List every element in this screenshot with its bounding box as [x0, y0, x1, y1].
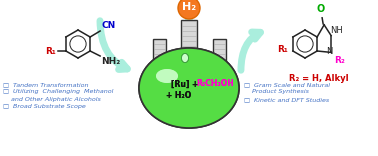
Text: [Ru] +: [Ru] +	[171, 80, 201, 88]
Ellipse shape	[181, 54, 189, 63]
Text: + H₂O: + H₂O	[166, 92, 192, 100]
Text: + H₂O: + H₂O	[166, 92, 192, 100]
FancyBboxPatch shape	[152, 39, 166, 63]
Ellipse shape	[139, 48, 239, 128]
Text: R₂ = H, Alkyl: R₂ = H, Alkyl	[289, 74, 349, 83]
Text: R₁: R₁	[45, 46, 56, 56]
Ellipse shape	[139, 48, 239, 128]
Circle shape	[178, 0, 200, 19]
Ellipse shape	[156, 69, 178, 83]
Text: [Ru] +: [Ru] +	[171, 80, 201, 88]
Ellipse shape	[156, 69, 178, 83]
FancyBboxPatch shape	[181, 20, 197, 50]
Text: NH: NH	[331, 26, 343, 35]
Text: H₂: H₂	[182, 2, 196, 12]
Text: R₂CH₂OH: R₂CH₂OH	[196, 80, 234, 88]
Text: □  Gram Scale and Natural
    Product Synthesis
□  Kinetic and DFT Studies: □ Gram Scale and Natural Product Synthes…	[244, 82, 330, 102]
Text: □  Tandem Transformation
□  Utilizing  Challenging  Methanol
    and Other Aliph: □ Tandem Transformation □ Utilizing Chal…	[3, 82, 113, 109]
Text: R₂CH₂OH: R₂CH₂OH	[196, 80, 234, 88]
Text: R₂: R₂	[334, 56, 345, 65]
Text: NH₂: NH₂	[101, 57, 120, 66]
Text: CN: CN	[101, 21, 115, 30]
Text: O: O	[317, 4, 325, 14]
Ellipse shape	[181, 54, 189, 63]
Text: N: N	[326, 47, 333, 56]
FancyBboxPatch shape	[212, 39, 226, 63]
Text: R₁: R₁	[277, 44, 288, 54]
